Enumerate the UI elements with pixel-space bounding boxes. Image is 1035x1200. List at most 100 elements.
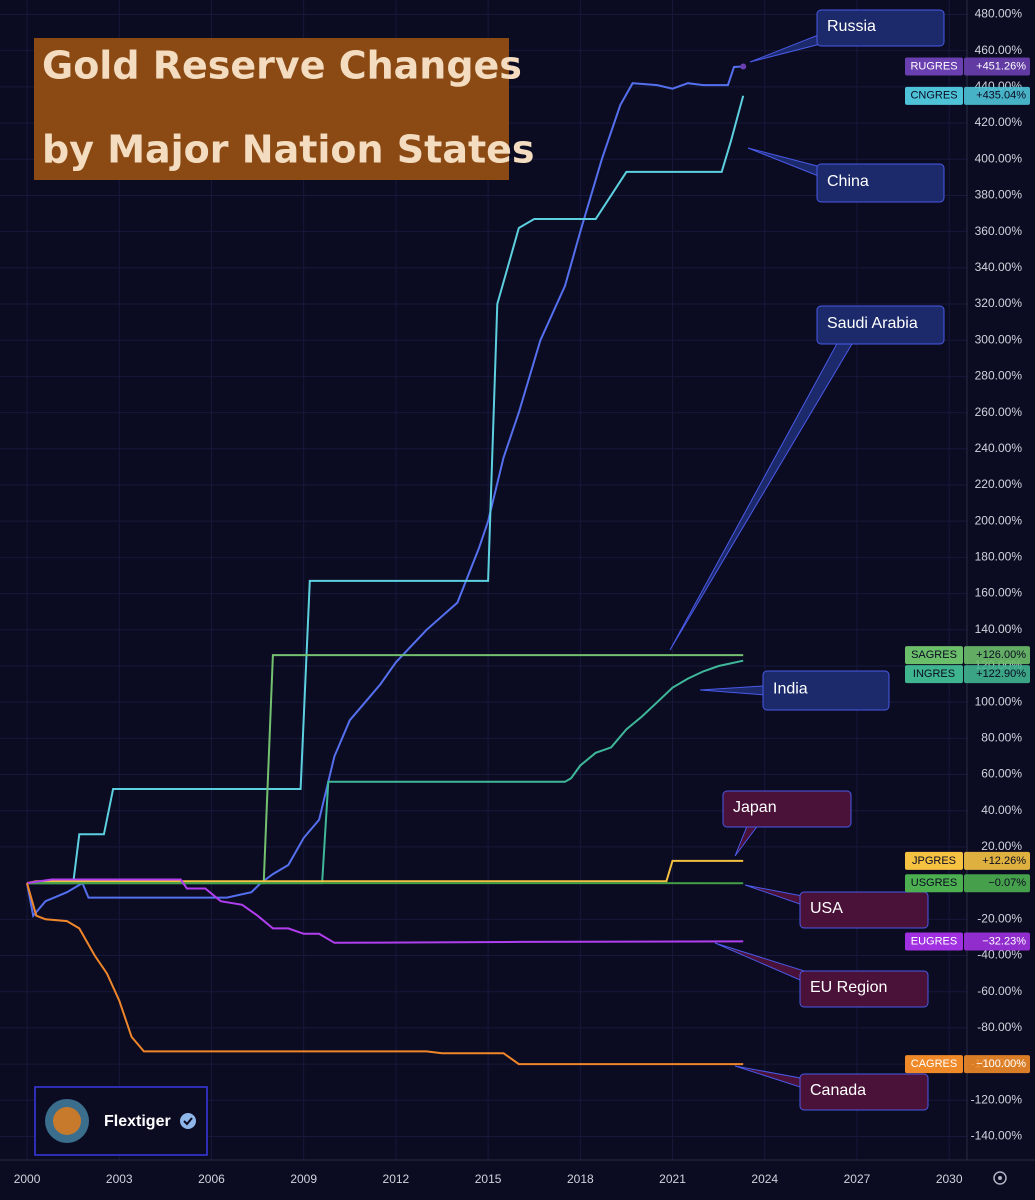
annotation: China [827,173,869,190]
x-tick-label: 2003 [106,1172,133,1186]
data-label: +451.26% [976,60,1026,72]
y-tick-label: 280.00% [975,369,1023,383]
y-tick-label: 360.00% [975,224,1023,238]
legend-label: CAGRES [911,1058,957,1070]
price-tag [905,646,963,665]
x-tick-label: 2018 [567,1172,594,1186]
callout-box [722,790,852,828]
verified-icon [180,1113,196,1129]
x-tick-label: 2027 [844,1172,871,1186]
annotation: India [773,681,808,698]
avatar [53,1107,81,1135]
legend-label: CNGRES [910,90,957,102]
price-axis [967,0,1035,1200]
watermark: Flextiger [104,1113,171,1130]
y-tick-label: 260.00% [975,405,1023,419]
callout-box [762,670,890,711]
x-tick-label: 2006 [198,1172,225,1186]
y-tick-label: 40.00% [981,803,1022,817]
data-label: +122.90% [976,668,1026,680]
chart-title: by Major Nation States [42,128,535,172]
y-tick-label: -140.00% [971,1129,1023,1143]
y-tick-label: 320.00% [975,296,1023,310]
y-tick-label: 420.00% [975,115,1023,129]
annotation: Saudi Arabia [827,315,918,332]
y-tick-label: -20.00% [977,911,1022,925]
annotation: Japan [733,799,777,816]
annotation: EU Region [810,979,887,996]
y-tick-label: 240.00% [975,441,1023,455]
legend-label: SAGRES [911,649,957,661]
callout-box [816,305,945,345]
y-tick-label: 460.00% [975,43,1023,57]
y-tick-label: 400.00% [975,151,1023,165]
y-tick-label: 200.00% [975,513,1023,527]
price-tag [905,86,963,105]
price-tag [964,86,1030,105]
price-tag [964,57,1030,76]
price-tag [905,851,963,870]
price-tag [964,665,1030,684]
y-tick-label: 220.00% [975,477,1023,491]
y-tick-label: 100.00% [975,694,1023,708]
data-label: −100.00% [976,1058,1026,1070]
legend-label: RUGRES [910,60,957,72]
data-label: −32.23% [982,935,1026,947]
annotation: Canada [810,1082,866,1099]
settings-icon[interactable] [993,1171,1007,1185]
x-tick-label: 2021 [659,1172,686,1186]
y-tick-label: -60.00% [977,984,1022,998]
y-tick-label: 180.00% [975,550,1023,564]
time-axis [0,1160,1035,1200]
price-tag [964,851,1030,870]
y-tick-label: 300.00% [975,332,1023,346]
y-tick-label: 60.00% [981,767,1022,781]
y-tick-label: 80.00% [981,731,1022,745]
series-line [26,878,744,944]
y-tick-label: 160.00% [975,586,1023,600]
annotation: Russia [827,18,876,35]
title-box [34,38,509,180]
settings-icon[interactable] [998,1176,1002,1180]
legend-label: USGRES [911,877,957,889]
callout-box [816,9,945,47]
y-tick-label: -120.00% [971,1092,1023,1106]
price-tag [905,57,963,76]
series-line [26,882,744,1066]
series-line [26,65,744,918]
data-label: +12.26% [982,855,1026,867]
y-tick-label: 340.00% [975,260,1023,274]
y-tick-label: 140.00% [975,622,1023,636]
price-tag [964,1055,1030,1074]
last-point [740,63,747,70]
callout-box [799,970,929,1008]
chart-title: Gold Reserve Changes [42,44,522,88]
price-tag [964,874,1030,893]
series-line [27,95,745,885]
x-tick-label: 2015 [475,1172,502,1186]
x-tick-label: 2030 [936,1172,963,1186]
x-tick-label: 2012 [383,1172,410,1186]
x-tick-label: 2024 [751,1172,778,1186]
y-tick-label: 480.00% [975,7,1023,21]
y-tick-label: 380.00% [975,188,1023,202]
y-tick-label: -80.00% [977,1020,1022,1034]
price-tag [964,932,1030,951]
legend-label: INGRES [913,668,955,680]
y-tick-label: -40.00% [977,948,1022,962]
data-label: +435.04% [976,90,1026,102]
price-tag [905,1055,963,1074]
series-line [27,659,744,885]
price-tag [905,932,963,951]
price-tag [905,874,963,893]
price-tag [905,665,963,684]
verified-icon [183,1117,193,1126]
x-tick-label: 2009 [290,1172,317,1186]
y-tick-label: 20.00% [981,839,1022,853]
callout-box [799,891,929,929]
price-tag [964,646,1030,665]
data-label: +126.00% [976,649,1026,661]
legend-label: EUGRES [911,935,957,947]
